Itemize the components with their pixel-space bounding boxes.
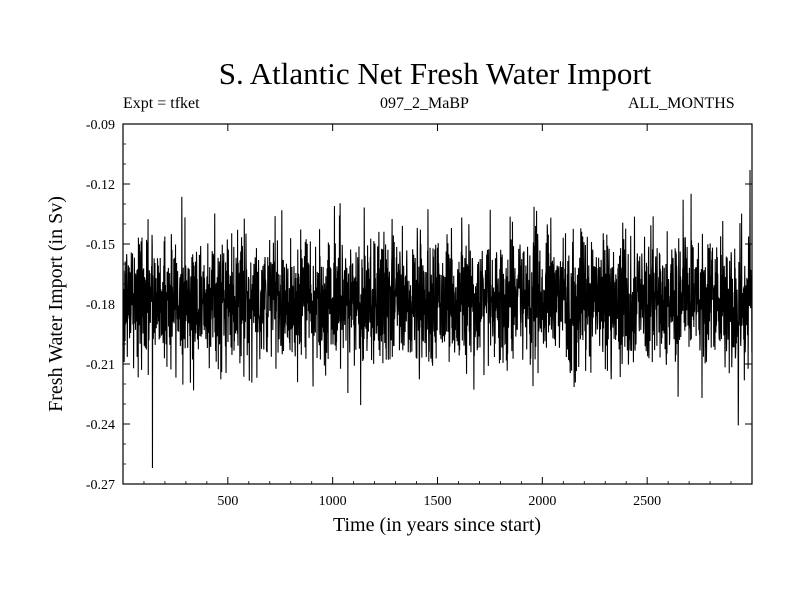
- x-tick-label: 500: [217, 494, 238, 509]
- series-line: [122, 169, 753, 469]
- chart-title: S. Atlantic Net Fresh Water Import: [218, 56, 652, 91]
- y-axis: -0.09 -0.12 -0.15 -0.18 -0.21 -0.24 -0.27: [86, 118, 752, 493]
- y-tick-label: -0.24: [86, 418, 115, 433]
- x-tick-label: 1000: [319, 494, 347, 509]
- series-layer: [122, 169, 753, 469]
- x-axis: 500 1000 1500 2000 2500: [143, 124, 732, 509]
- x-tick-label: 2500: [633, 494, 661, 509]
- y-tick-label: -0.09: [86, 118, 115, 133]
- experiment-label: Expt = tfket: [123, 95, 200, 112]
- run-label: 097_2_MaBP: [380, 95, 469, 112]
- months-label: ALL_MONTHS: [628, 95, 735, 112]
- y-tick-label: -0.12: [86, 178, 115, 193]
- y-tick-label: -0.27: [86, 478, 115, 493]
- y-tick-label: -0.15: [86, 238, 115, 253]
- x-tick-label: 1500: [424, 494, 452, 509]
- x-axis-label: Time (in years since start): [333, 514, 541, 536]
- x-tick-label: 2000: [528, 494, 556, 509]
- y-tick-label: -0.18: [86, 298, 115, 313]
- y-axis-label: Fresh Water Import (in Sv): [45, 196, 67, 412]
- y-tick-label: -0.21: [86, 358, 115, 373]
